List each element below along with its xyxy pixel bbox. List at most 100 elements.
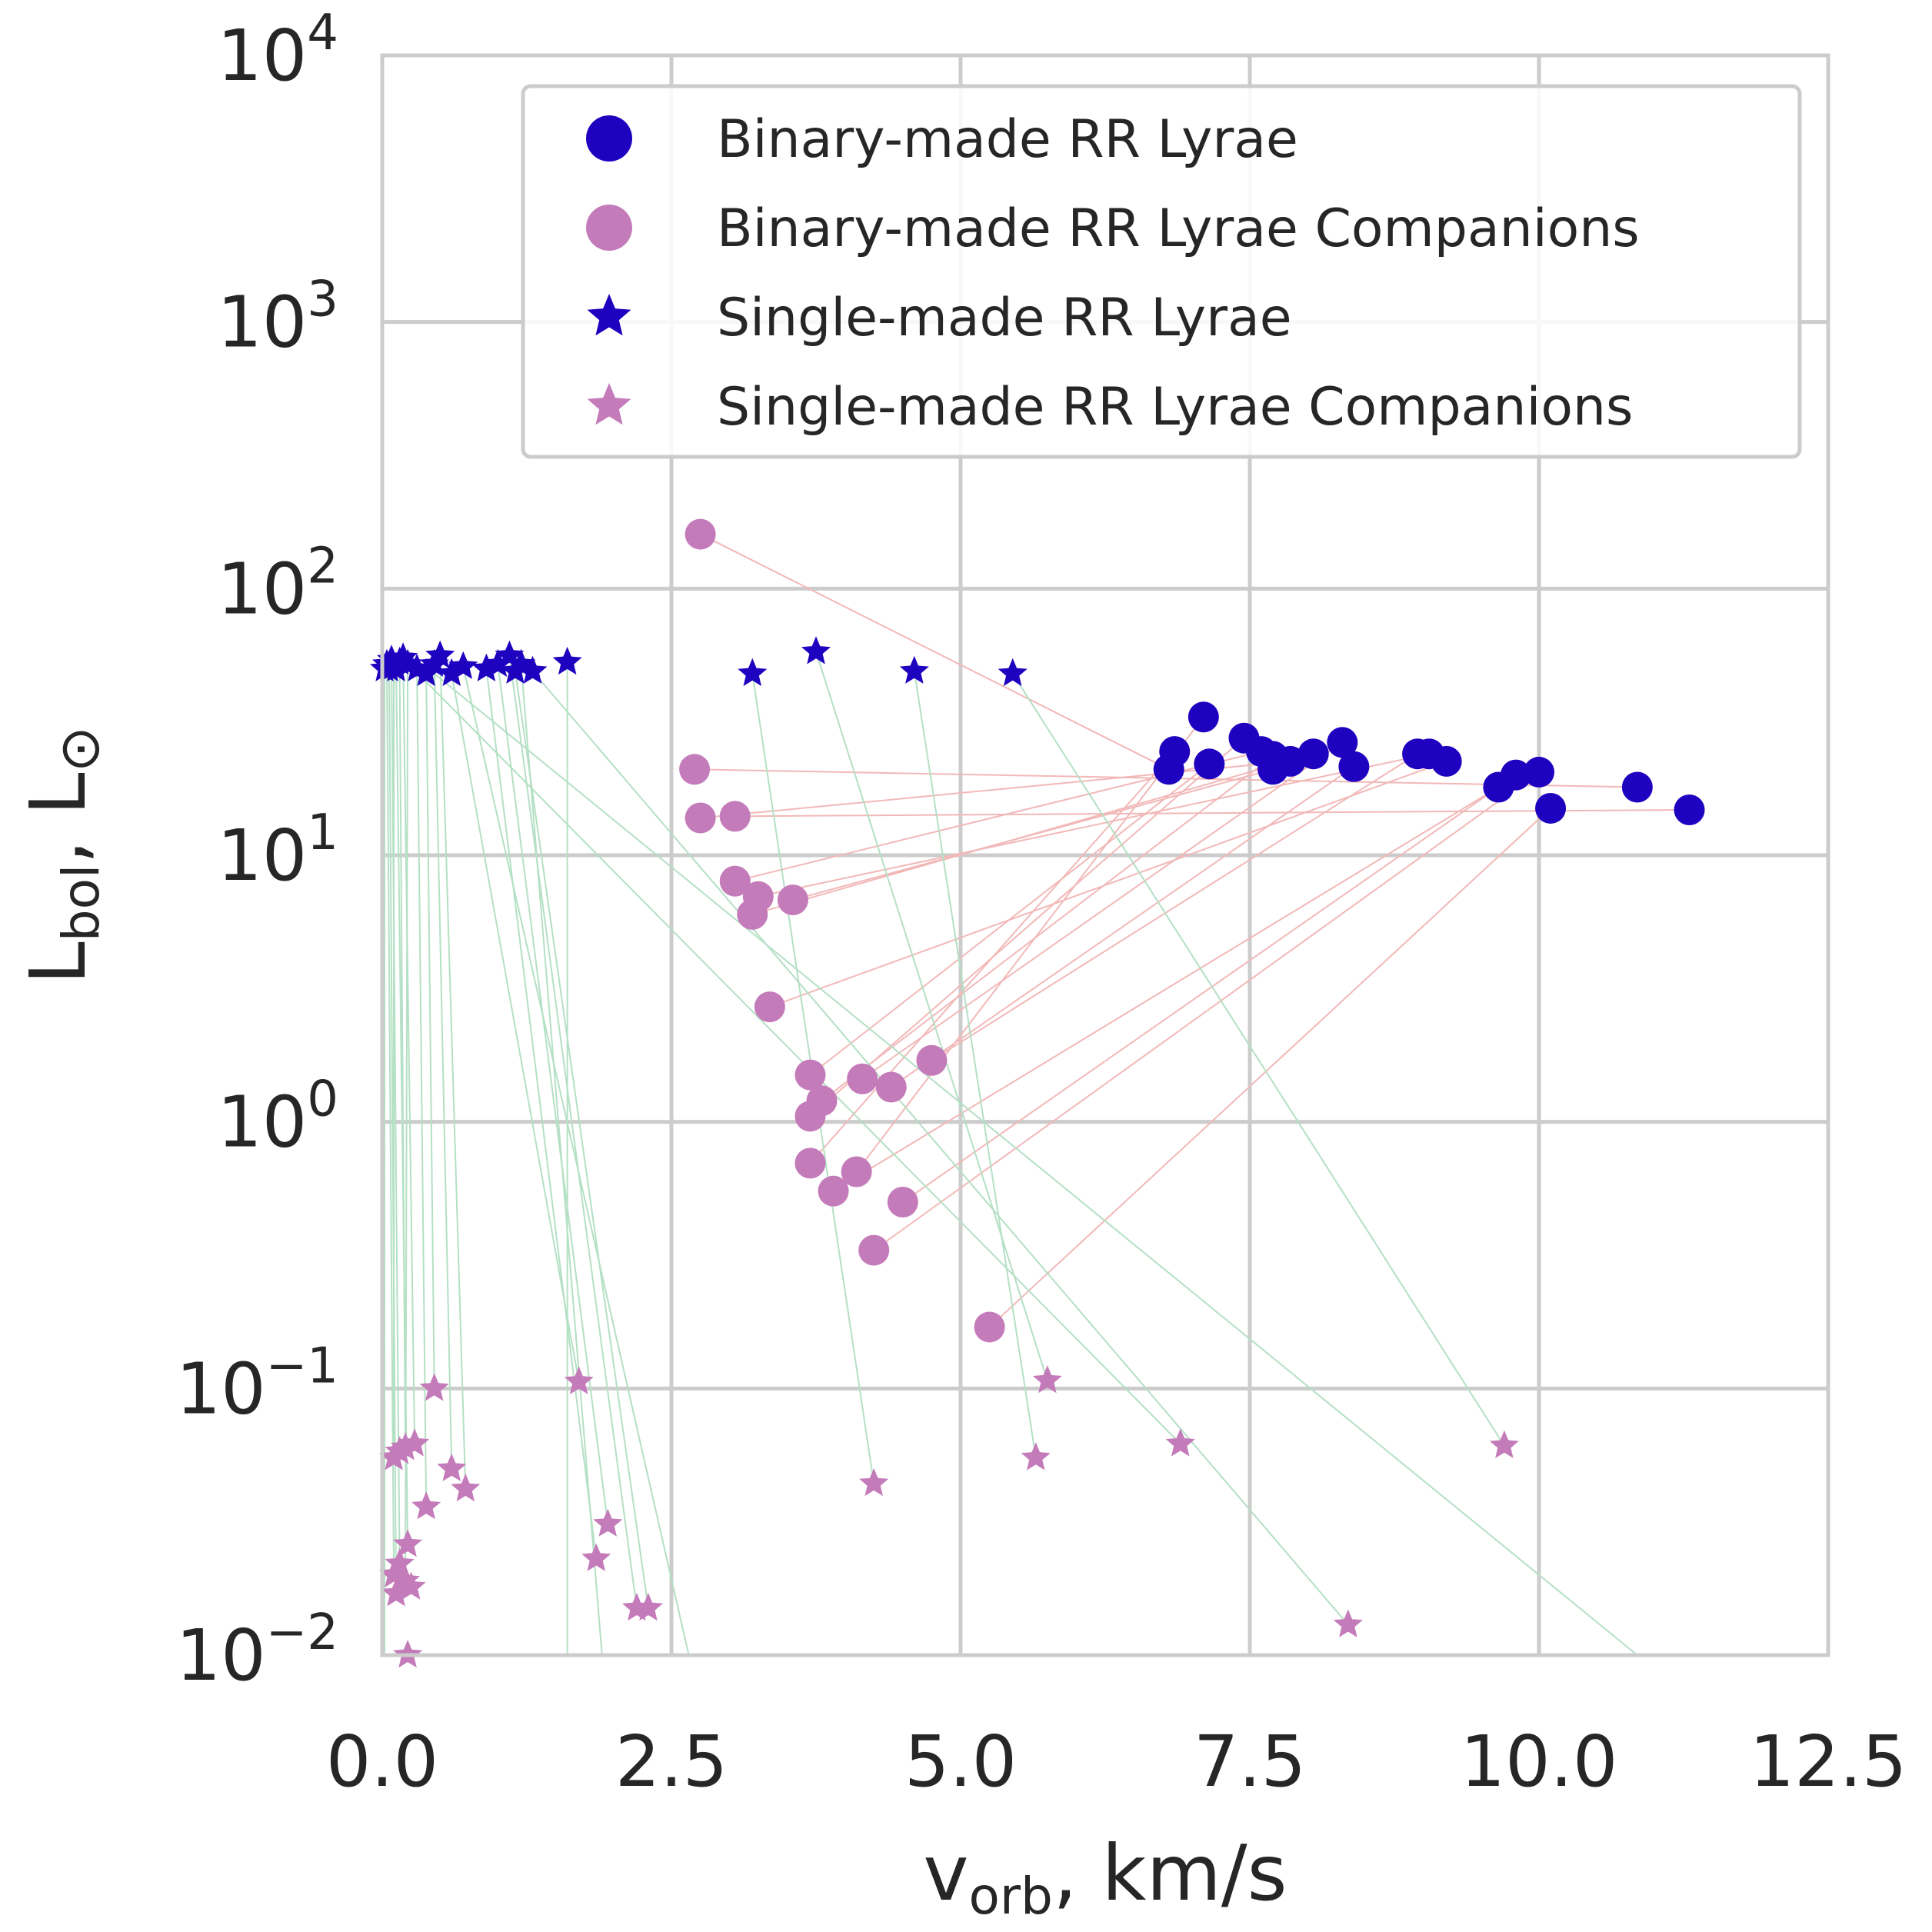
y-tick-label: 101 — [217, 804, 338, 897]
single-made-rr-lyrae-companions-point — [385, 1436, 415, 1464]
single-link-line — [410, 666, 1181, 1445]
binary-made-rr-lyrae-companions-point — [679, 754, 711, 785]
binary-made-rr-lyrae-companions-point — [858, 1234, 890, 1266]
single-link-line — [402, 658, 416, 1444]
single-link-line — [386, 664, 395, 1575]
single-made-rr-lyrae-companions-point — [1032, 1365, 1062, 1394]
connection-lines — [384, 533, 1690, 1656]
binary-made-rr-lyrae-companions-point — [974, 1311, 1005, 1343]
single-link-line — [439, 655, 467, 1489]
binary-made-rr-lyrae-companions-point — [847, 1063, 878, 1094]
binary-link-line — [734, 808, 1690, 818]
binary-made-rr-lyrae-companions-point — [685, 802, 716, 834]
x-tick-label: 0.0 — [326, 1720, 438, 1803]
single-made-rr-lyrae-companions-point — [451, 1473, 481, 1502]
x-tick-label: 5.0 — [904, 1720, 1017, 1803]
single-link-line — [425, 673, 435, 1389]
binary-made-rr-lyrae-companions-point — [794, 1101, 826, 1132]
y-tick-label: 104 — [217, 5, 338, 97]
binary-made-rr-lyrae-point — [1500, 759, 1531, 791]
single-link-line — [398, 661, 407, 1448]
single-made-rr-lyrae-point — [425, 640, 455, 668]
single-made-rr-lyrae-companions-point — [419, 1373, 449, 1401]
x-tick-label: 10.0 — [1461, 1720, 1618, 1803]
x-tick-labels: 0.0 2.5 5.0 7.5 10.0 12.5 — [326, 1720, 1907, 1803]
single-made-rr-lyrae-point — [801, 636, 831, 665]
binary-link-line — [758, 753, 1430, 898]
single-link-line — [416, 668, 428, 1507]
binary-made-rr-lyrae-companions-point — [719, 865, 751, 897]
y-tick-label: 100 — [217, 1071, 338, 1164]
binary-made-rr-lyrae-companions-point — [794, 1059, 826, 1091]
binary-link-line — [752, 753, 1314, 915]
single-link-line — [1011, 673, 1505, 1447]
binary-made-rr-lyrae-companions-point — [737, 898, 768, 930]
binary-link-line — [873, 771, 1540, 1251]
y-tick-label: 103 — [217, 271, 338, 364]
single-link-line — [531, 671, 1349, 1626]
single-link-line — [428, 668, 1638, 1656]
binary-made-rr-lyrae-point — [1524, 756, 1554, 788]
binary-made-rr-lyrae-companions-point — [916, 1044, 948, 1076]
single-link-line — [405, 664, 409, 1581]
legend-binary-made-rr-lyrae-companions-label: Binary-made RR Lyrae Companions — [717, 198, 1640, 259]
single-made-rr-lyrae-point — [899, 655, 929, 684]
legend-binary-made-rr-lyrae-companions-marker — [586, 205, 632, 251]
binary-made-rr-lyrae-point — [1338, 751, 1370, 782]
legend-items: Binary-made RR Lyrae Binary-made RR Lyrae… — [586, 109, 1640, 438]
binary-made-rr-lyrae-point — [1159, 736, 1191, 768]
single-made-rr-lyrae-companions-point — [581, 1543, 611, 1571]
binary-link-line — [809, 737, 1245, 1118]
single-link-line — [388, 668, 398, 1594]
y-tick-label: 102 — [217, 538, 338, 630]
y-tick-labels: 10−2 10−1 100 101 102 103 104 — [176, 5, 338, 1697]
legend-binary-made-rr-lyrae-label: Binary-made RR Lyrae — [717, 109, 1298, 170]
binary-made-rr-lyrae-point — [1297, 738, 1329, 770]
binary-made-rr-lyrae-point — [1535, 792, 1567, 824]
binary-link-line — [988, 808, 1551, 1328]
legend-single-made-rr-lyrae-marker — [587, 294, 631, 336]
single-made-rr-lyrae-point — [448, 651, 478, 679]
binary-link-line — [891, 765, 1354, 1088]
single-made-rr-lyrae-companions-point — [411, 1491, 441, 1520]
legend-box — [521, 84, 1802, 459]
binary-made-rr-lyrae-point — [1674, 794, 1705, 825]
legend-single-made-rr-lyrae-companions-label: Single-made RR Lyrae Companions — [717, 377, 1633, 438]
binary-made-rr-lyrae-companions-point — [754, 991, 785, 1023]
single-link-line — [913, 671, 1037, 1458]
single-made-rr-lyrae-point — [411, 658, 441, 686]
single-link-line — [433, 664, 453, 1469]
single-made-rr-lyrae-companions-point — [437, 1453, 467, 1481]
binary-made-rr-lyrae-companions-point — [719, 801, 751, 832]
binary-link-line — [855, 716, 1204, 1173]
single-made-rr-lyrae-point — [471, 653, 501, 681]
single-made-rr-lyrae-companions-point — [593, 1508, 623, 1537]
binary-link-line — [833, 786, 1499, 1192]
binary-made-rr-lyrae-companions-point — [685, 518, 716, 550]
single-made-rr-lyrae-companions-point — [1333, 1609, 1363, 1637]
single-link-line — [520, 664, 603, 1656]
legend-binary-made-rr-lyrae-marker — [586, 115, 632, 162]
data-points — [370, 518, 1705, 1668]
binary-made-rr-lyrae-point — [1431, 745, 1462, 777]
single-link-line — [815, 651, 1048, 1381]
single-made-rr-lyrae-point — [552, 646, 582, 675]
binary-made-rr-lyrae-companions-point — [794, 1148, 826, 1179]
binary-made-rr-lyrae-companions-point — [887, 1187, 918, 1218]
binary-made-rr-lyrae-companions-point — [777, 884, 808, 916]
binary-made-rr-lyrae-point — [1188, 701, 1219, 733]
single-made-rr-lyrae-companions-point — [1165, 1428, 1195, 1457]
binary-made-rr-lyrae-point — [1327, 727, 1358, 758]
single-made-rr-lyrae-companions-point — [564, 1366, 594, 1394]
y-tick-label: 10−1 — [176, 1337, 338, 1430]
legend-single-made-rr-lyrae-companions-marker — [587, 383, 631, 425]
single-made-rr-lyrae-point — [738, 658, 768, 686]
single-link-line — [451, 673, 580, 1382]
binary-link-line — [700, 760, 1291, 819]
plot-frame — [380, 53, 1830, 1657]
single-link-line — [391, 660, 401, 1564]
x-tick-label: 12.5 — [1750, 1720, 1907, 1803]
single-made-rr-lyrae-companions-point — [381, 1578, 411, 1607]
single-made-rr-lyrae-point — [998, 658, 1028, 686]
binary-made-rr-lyrae-point — [1274, 745, 1306, 777]
